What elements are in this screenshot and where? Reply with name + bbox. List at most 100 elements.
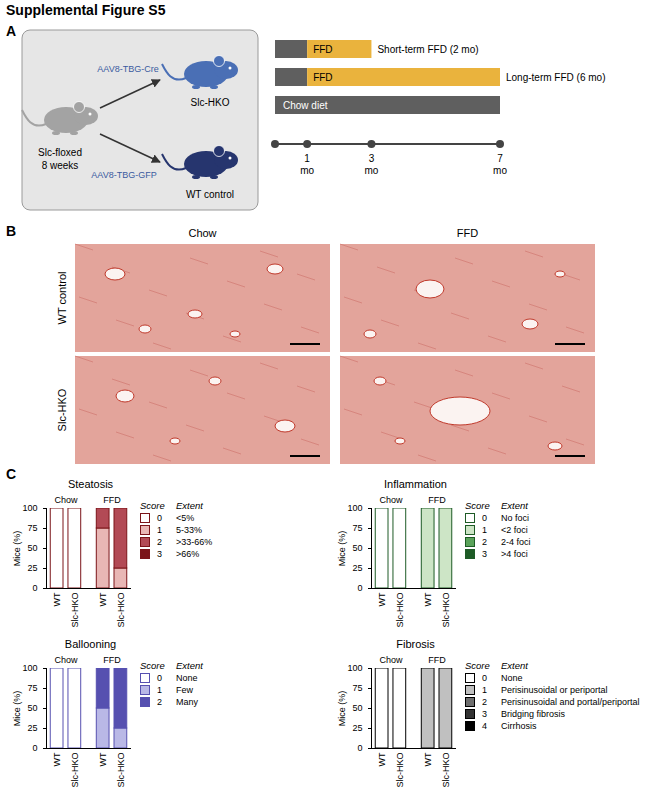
svg-text:WT: WT — [52, 592, 62, 606]
html-text:Extent: Extent — [176, 500, 203, 511]
svg-text:100: 100 — [347, 663, 362, 673]
svg-text:Slc-floxed: Slc-floxed — [38, 147, 82, 158]
svg-text:Slc-HKO: Slc-HKO — [56, 388, 68, 431]
html-text:Steatosis: Steatosis — [67, 478, 114, 490]
svg-text:WT: WT — [98, 752, 108, 766]
html-text:>4 foci: >4 foci — [501, 549, 528, 559]
html-text:Perisinusoidal and portal/peri: Perisinusoidal and portal/periportal — [501, 697, 640, 707]
svg-text:Chow: Chow — [379, 495, 403, 505]
html-text:2-4 foci: 2-4 foci — [501, 537, 531, 547]
svg-text:WT: WT — [423, 752, 433, 766]
svg-text:Mice (%): Mice (%) — [12, 531, 22, 567]
svg-text:0: 0 — [357, 743, 362, 753]
svg-text:AAV8-TBG-GFP: AAV8-TBG-GFP — [91, 170, 156, 180]
svg-text:WT: WT — [52, 752, 62, 766]
html-text:None: None — [501, 673, 523, 683]
svg-text:mo: mo — [300, 165, 314, 176]
svg-text:WT: WT — [423, 592, 433, 606]
svg-text:Mice (%): Mice (%) — [337, 531, 347, 567]
html-text:Bridging fibrosis: Bridging fibrosis — [501, 709, 565, 719]
html-text:<2 foci: <2 foci — [501, 525, 528, 535]
html-text:Many: Many — [176, 697, 198, 707]
html-text:None: None — [176, 673, 198, 683]
svg-text:Slc-HKO: Slc-HKO — [70, 593, 80, 628]
svg-text:FFD: FFD — [313, 44, 332, 55]
html-text:C: C — [6, 466, 17, 482]
svg-text:0: 0 — [357, 583, 362, 593]
svg-text:WT control: WT control — [56, 272, 68, 325]
svg-text:Slc-HKO: Slc-HKO — [395, 593, 405, 628]
html-text:Fibrosis: Fibrosis — [396, 638, 435, 650]
html-text:Score: Score — [140, 500, 165, 511]
svg-text:8 weeks: 8 weeks — [42, 160, 79, 171]
svg-text:7: 7 — [497, 153, 503, 164]
html-text:>33-66%: >33-66% — [176, 537, 213, 547]
html-text:Extent: Extent — [501, 500, 528, 511]
svg-text:Long-term FFD (6 mo): Long-term FFD (6 mo) — [506, 72, 605, 83]
html-text:Ballooning: Ballooning — [64, 638, 117, 650]
svg-text:Slc-HKO: Slc-HKO — [116, 593, 126, 628]
svg-text:Slc-HKO: Slc-HKO — [116, 753, 126, 788]
svg-text:75: 75 — [27, 523, 37, 533]
svg-text:Mice (%): Mice (%) — [12, 691, 22, 727]
svg-text:75: 75 — [352, 683, 362, 693]
svg-text:WT: WT — [377, 592, 387, 606]
svg-text:mo: mo — [364, 165, 378, 176]
svg-text:Slc-HKO: Slc-HKO — [395, 753, 405, 788]
svg-text:Chow diet: Chow diet — [283, 100, 328, 111]
svg-text:WT: WT — [98, 592, 108, 606]
svg-text:100: 100 — [22, 503, 37, 513]
svg-text:Slc-HKO: Slc-HKO — [441, 593, 451, 628]
html-text:Extent: Extent — [501, 660, 528, 671]
svg-text:Slc-HKO: Slc-HKO — [191, 97, 230, 108]
html-text:5-33%: 5-33% — [176, 525, 202, 535]
svg-text:25: 25 — [352, 563, 362, 573]
svg-text:FFD: FFD — [457, 227, 478, 239]
svg-text:100: 100 — [22, 663, 37, 673]
html-text:<5%: <5% — [176, 513, 195, 523]
html-text:Score: Score — [465, 660, 490, 671]
svg-text:B: B — [6, 223, 16, 239]
svg-text:0: 0 — [32, 583, 37, 593]
svg-text:50: 50 — [352, 543, 362, 553]
svg-text:25: 25 — [352, 723, 362, 733]
svg-text:Slc-HKO: Slc-HKO — [70, 753, 80, 788]
svg-text:25: 25 — [27, 563, 37, 573]
svg-text:50: 50 — [27, 543, 37, 553]
svg-text:AAV8-TBG-Cre: AAV8-TBG-Cre — [97, 64, 158, 74]
svg-text:100: 100 — [347, 503, 362, 513]
svg-text:FFD: FFD — [103, 655, 121, 665]
svg-text:Slc-HKO: Slc-HKO — [441, 753, 451, 788]
html-text:Extent: Extent — [176, 660, 203, 671]
svg-text:FFD: FFD — [428, 655, 446, 665]
svg-text:Chow: Chow — [188, 227, 216, 239]
svg-text:3: 3 — [369, 153, 375, 164]
html-text:Score: Score — [140, 660, 165, 671]
svg-text:FFD: FFD — [313, 72, 332, 83]
svg-text:FFD: FFD — [428, 495, 446, 505]
svg-text:75: 75 — [352, 523, 362, 533]
html-text:Supplemental Figure S5: Supplemental Figure S5 — [6, 2, 166, 18]
svg-text:1: 1 — [304, 153, 310, 164]
svg-text:Chow: Chow — [379, 655, 403, 665]
html-text:Score: Score — [465, 500, 490, 511]
svg-text:WT: WT — [377, 752, 387, 766]
svg-text:WT control: WT control — [186, 189, 234, 200]
html-text:>66%: >66% — [176, 549, 200, 559]
html-text:Inflammation: Inflammation — [384, 478, 447, 490]
svg-text:25: 25 — [27, 723, 37, 733]
svg-text:50: 50 — [352, 703, 362, 713]
svg-text:0: 0 — [32, 743, 37, 753]
svg-text:A: A — [6, 23, 16, 39]
svg-text:Chow: Chow — [54, 495, 78, 505]
html-text:No foci: No foci — [501, 513, 529, 523]
svg-text:75: 75 — [27, 683, 37, 693]
svg-text:FFD: FFD — [103, 495, 121, 505]
svg-text:Short-term FFD (2 mo): Short-term FFD (2 mo) — [377, 44, 478, 55]
svg-text:Mice (%): Mice (%) — [337, 691, 347, 727]
svg-text:50: 50 — [27, 703, 37, 713]
html-text:Perisinusoidal or periportal: Perisinusoidal or periportal — [501, 685, 608, 695]
html-text:Few: Few — [176, 685, 193, 695]
svg-text:mo: mo — [493, 165, 507, 176]
svg-text:Chow: Chow — [54, 655, 78, 665]
